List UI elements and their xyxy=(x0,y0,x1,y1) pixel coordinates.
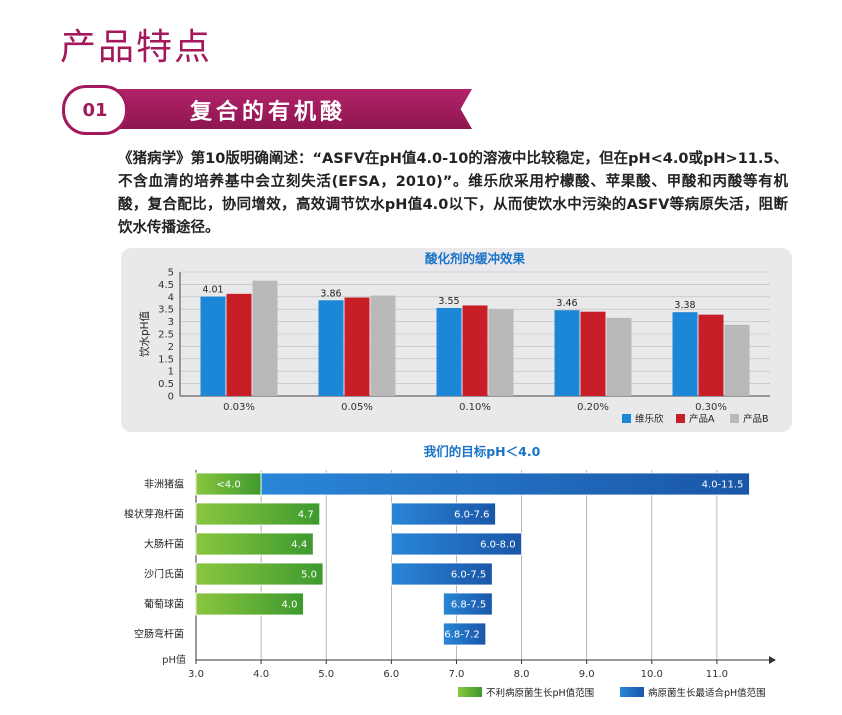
legend-swatch-blue xyxy=(620,687,644,697)
y-tick-label: 3 xyxy=(168,317,174,328)
legend-swatch xyxy=(730,414,739,423)
optimal-range-bar xyxy=(390,532,522,556)
bar-产品B-0.05% xyxy=(370,295,396,396)
legend-swatch-green xyxy=(458,687,482,697)
section-banner: 01 复合的有机酸 xyxy=(62,85,482,135)
optimal-range-bar xyxy=(443,592,493,616)
y-tick-label: 4 xyxy=(168,292,174,303)
optimal-range-label: 6.0-7.5 xyxy=(451,570,486,581)
y-tick-label: 1.5 xyxy=(158,354,174,365)
y-tick-label: 1 xyxy=(168,367,174,378)
optimal-range-bar xyxy=(260,472,750,496)
unfavorable-range-label: 5.0 xyxy=(301,570,317,581)
optimal-range-label: 6.8-7.5 xyxy=(451,600,486,611)
bar-data-label: 4.01 xyxy=(202,285,223,296)
category-label: 空肠弯杆菌 xyxy=(134,628,184,641)
bar-产品A-0.03% xyxy=(226,293,252,396)
y-tick-label: 0 xyxy=(168,392,174,403)
optimal-range-bar xyxy=(390,502,496,526)
x-tick-label: 0.05% xyxy=(341,402,373,413)
unfavorable-range-label: <4.0 xyxy=(216,480,240,491)
optimal-range-label: 6.8-7.2 xyxy=(444,630,479,641)
unfavorable-range-label: 4.7 xyxy=(298,510,314,521)
optimal-range-bar xyxy=(443,622,487,646)
category-label: 葡萄球菌 xyxy=(144,598,184,611)
y-tick-label: 4.5 xyxy=(158,280,174,291)
x-tick-label: 4.0 xyxy=(253,669,269,680)
bar-维乐欣-0.10% xyxy=(436,307,462,396)
legend-label: 产品A xyxy=(689,413,715,425)
x-tick-label: 3.0 xyxy=(188,669,204,680)
y-tick-label: 2 xyxy=(168,342,174,353)
y-tick-label: 5 xyxy=(168,268,174,279)
bar-维乐欣-0.03% xyxy=(200,296,226,396)
chart2-title: 我们的目标pH＜4.0 xyxy=(424,444,541,459)
optimal-range-label: 6.0-7.6 xyxy=(454,510,489,521)
x-tick-label: 5.0 xyxy=(318,669,334,680)
bar-data-label: 3.86 xyxy=(320,288,341,299)
bar-维乐欣-0.05% xyxy=(318,300,344,396)
bar-维乐欣-0.20% xyxy=(554,310,580,396)
y-axis-label: 饮水pH值 xyxy=(138,310,151,357)
bar-产品B-0.30% xyxy=(724,324,750,396)
x-axis-arrow xyxy=(769,656,776,664)
legend-label: 不利病原菌生长pH值范围 xyxy=(486,687,594,699)
x-tick-label: 0.03% xyxy=(223,402,255,413)
optimal-range-bar xyxy=(390,562,493,586)
category-label: 非洲猪瘟 xyxy=(144,478,184,491)
page-title: 产品特点 xyxy=(60,27,213,68)
legend-label: 产品B xyxy=(743,413,769,425)
intro-paragraph: 《猪病学》第10版明确阐述：“ASFV在pH值4.0-10的溶液中比较稳定，但在… xyxy=(118,151,788,236)
unfavorable-range-label: 4.4 xyxy=(291,540,307,551)
bar-产品B-0.03% xyxy=(252,280,278,396)
category-label: 梭状芽孢杆菌 xyxy=(124,508,184,521)
y-tick-label: 2.5 xyxy=(158,330,174,341)
legend-swatch xyxy=(676,414,685,423)
x-tick-label: 0.30% xyxy=(695,402,727,413)
bar-data-label: 3.46 xyxy=(556,298,577,309)
unfavorable-range-bar xyxy=(195,562,324,586)
category-label: 大肠杆菌 xyxy=(144,538,184,551)
x-tick-label: 10.0 xyxy=(641,669,663,680)
legend-swatch xyxy=(622,414,631,423)
unfavorable-range-label: 4.0 xyxy=(282,600,298,611)
unfavorable-range-bar xyxy=(195,532,314,556)
x-tick-label: 7.0 xyxy=(449,669,465,680)
category-label: 沙门氏菌 xyxy=(144,568,184,581)
section-number: 01 xyxy=(62,85,128,135)
optimal-range-label: 6.0-8.0 xyxy=(480,540,515,551)
banner-bar xyxy=(92,89,472,129)
bar-产品B-0.20% xyxy=(606,317,632,396)
bar-产品A-0.20% xyxy=(580,311,606,396)
y-tick-label: 0.5 xyxy=(158,379,174,390)
bar-产品A-0.30% xyxy=(698,314,724,396)
x-tick-label: 0.20% xyxy=(577,402,609,413)
bar-data-label: 3.55 xyxy=(438,296,459,307)
bar-产品A-0.05% xyxy=(344,297,370,396)
x-tick-label: 0.10% xyxy=(459,402,491,413)
optimal-range-label: 4.0-11.5 xyxy=(702,480,744,491)
x-axis-label: pH值 xyxy=(162,653,186,666)
bar-产品B-0.10% xyxy=(488,309,514,396)
buffer-effect-chart: 酸化剂的缓冲效果 0 0.51 1.522.5 33.5 44.55 饮水pH值 4.01 0.… xyxy=(138,251,770,425)
section-title: 复合的有机酸 xyxy=(190,100,347,125)
bar-维乐欣-0.30% xyxy=(672,312,698,396)
x-tick-label: 9.0 xyxy=(579,669,595,680)
x-tick-label: 11.0 xyxy=(706,669,728,680)
unfavorable-range-bar xyxy=(195,592,304,616)
chart1-title: 酸化剂的缓冲效果 xyxy=(425,251,526,266)
legend-label: 维乐欣 xyxy=(635,413,664,425)
bar-产品A-0.10% xyxy=(462,305,488,396)
x-tick-label: 6.0 xyxy=(383,669,399,680)
x-tick-label: 8.0 xyxy=(514,669,530,680)
unfavorable-range-bar xyxy=(195,502,321,526)
y-tick-label: 3.5 xyxy=(158,305,174,316)
bar-data-label: 3.38 xyxy=(674,300,695,311)
legend-label: 病原菌生长最适合pH值范围 xyxy=(648,687,766,699)
